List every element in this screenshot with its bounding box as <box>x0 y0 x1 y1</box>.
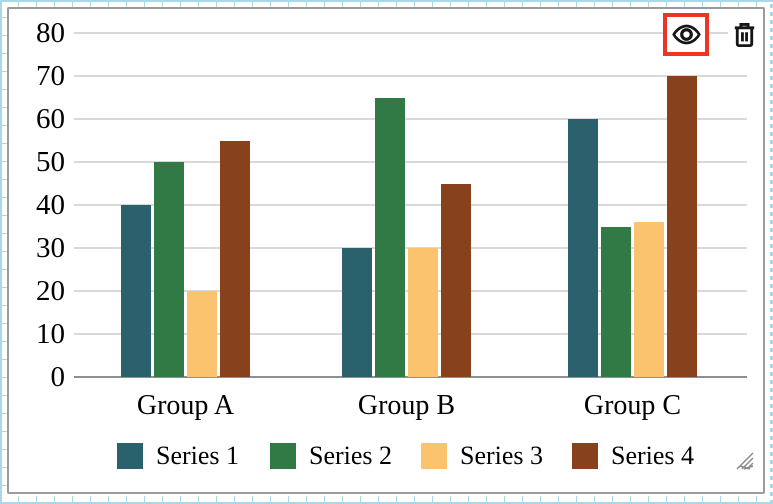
chart-container: 0 10 20 30 40 50 60 70 80 Group A Group B Group C … <box>7 7 765 494</box>
legend-label: Series 4 <box>611 441 695 470</box>
y-tick-label: 40 <box>36 189 65 221</box>
gridline <box>74 32 747 34</box>
bar-series-4-group-a <box>220 140 250 377</box>
plot-area <box>74 32 747 378</box>
bar-series-1-group-b <box>342 248 372 377</box>
bar-series-2-group-c <box>601 226 631 377</box>
canvas-guide-bottom <box>0 496 773 504</box>
gridline <box>74 75 747 77</box>
legend-label: Series 3 <box>460 441 544 470</box>
bar-series-1-group-c <box>568 119 598 377</box>
y-tick-label: 30 <box>36 232 65 264</box>
bar-series-3-group-a <box>187 291 217 377</box>
trash-icon <box>734 23 755 48</box>
legend-label: Series 2 <box>309 441 393 470</box>
y-tick-label: 70 <box>36 60 65 92</box>
y-tick-label: 0 <box>50 361 66 393</box>
bar-series-3-group-b <box>408 248 438 377</box>
bar-series-2-group-b <box>375 97 405 377</box>
legend-swatch <box>117 443 143 469</box>
bar-series-2-group-a <box>154 162 184 377</box>
resize-grip-icon <box>736 452 754 470</box>
x-tick-label: Group B <box>357 390 456 421</box>
y-tick-label: 50 <box>36 146 65 178</box>
bar-series-1-group-a <box>121 205 151 377</box>
resize-handle[interactable] <box>731 447 755 471</box>
y-tick-label: 20 <box>36 275 65 307</box>
bar-series-3-group-c <box>634 222 664 377</box>
gridline <box>74 118 747 120</box>
legend-swatch <box>572 443 598 469</box>
legend-swatch <box>421 443 447 469</box>
bar-series-4-group-c <box>667 76 697 377</box>
legend-item: Series 1 <box>117 441 239 471</box>
gridline <box>74 161 747 163</box>
legend-item: Series 3 <box>421 441 543 471</box>
eye-icon <box>671 24 701 45</box>
bar-series-4-group-b <box>441 183 471 377</box>
axis-baseline <box>74 376 747 378</box>
legend-label: Series 1 <box>156 441 240 470</box>
gridline <box>74 204 747 206</box>
visibility-button[interactable] <box>663 13 709 56</box>
legend-item: Series 4 <box>572 441 694 471</box>
x-tick-label: Group A <box>136 390 235 421</box>
y-tick-label: 80 <box>36 17 65 49</box>
legend-swatch <box>270 443 296 469</box>
delete-button[interactable] <box>728 18 761 51</box>
x-tick-label: Group C <box>583 390 682 421</box>
y-tick-label: 10 <box>36 318 65 350</box>
y-tick-label: 60 <box>36 103 65 135</box>
legend-item: Series 2 <box>270 441 392 471</box>
